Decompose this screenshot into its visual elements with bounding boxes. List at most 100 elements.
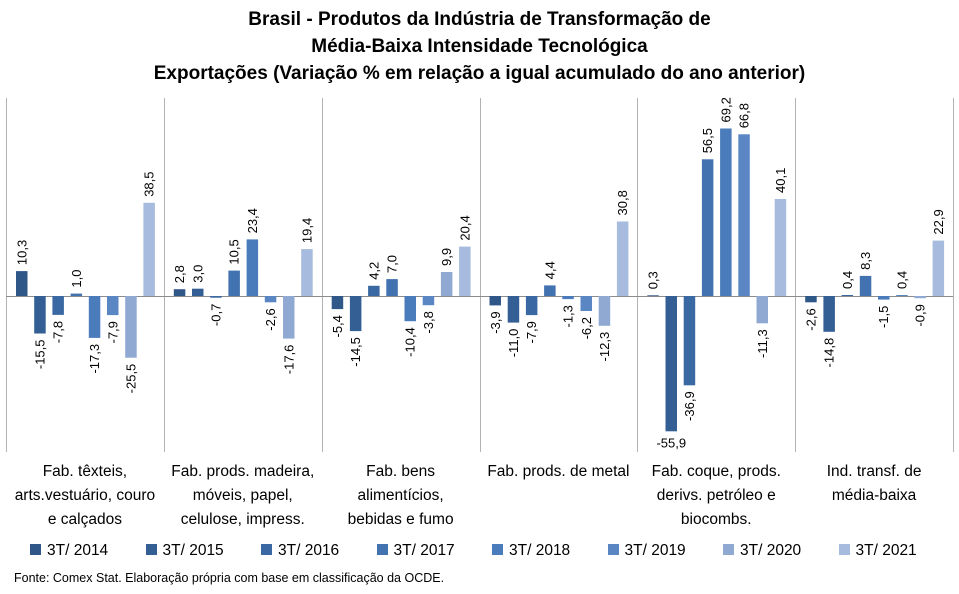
category-label-line: alimentícios, [357, 487, 444, 504]
legend-swatch [723, 544, 734, 556]
data-label: -1,3 [561, 305, 576, 327]
bar [738, 134, 750, 296]
legend-swatch [376, 544, 388, 556]
bar [386, 279, 398, 296]
data-label: 23,4 [245, 208, 260, 233]
legend-item: 3T/ 2019 [607, 542, 686, 560]
category-label: Fab. têxteis, arts.vestuário, couro e calç… [5, 460, 165, 532]
legend-label: 3T/ 2020 [740, 542, 802, 559]
data-label: 3,0 [190, 265, 205, 283]
bar [107, 296, 119, 316]
bar [823, 296, 835, 332]
category-label-line: média-baixa [831, 487, 917, 504]
bar [52, 296, 64, 315]
data-label: -17,3 [87, 344, 102, 374]
bar [283, 296, 295, 339]
data-label: -3,8 [421, 311, 436, 333]
data-label: 8,3 [858, 252, 873, 270]
category-label-line: móveis, papel, [192, 487, 293, 504]
data-label: -3,9 [488, 311, 503, 333]
bar [331, 296, 344, 310]
data-label: -14,5 [348, 337, 363, 367]
bar [774, 199, 787, 296]
bar [88, 296, 101, 338]
bar [507, 296, 520, 323]
legend-label: 3T/ 2016 [278, 542, 340, 559]
bar [440, 272, 453, 296]
bar [598, 296, 611, 326]
legend-label: 3T/ 2015 [162, 542, 224, 559]
legend-item: 3T/ 2016 [261, 542, 339, 560]
bar [301, 249, 313, 296]
category-label-line: Fab. têxteis, [42, 463, 128, 480]
bar [580, 296, 592, 311]
data-label: 0,4 [840, 271, 855, 289]
legend-item: 3T/ 2018 [492, 542, 570, 560]
data-label: -7,9 [524, 321, 539, 343]
legend-swatch [30, 544, 41, 556]
data-label: -25,5 [123, 364, 138, 394]
bar [701, 159, 714, 296]
legend-label: 3T/ 2017 [393, 542, 455, 559]
data-label: 1,0 [69, 270, 84, 288]
bar [125, 296, 137, 358]
legend-label: 3T/ 2018 [509, 542, 571, 559]
data-label: -0,7 [209, 304, 224, 326]
bar [264, 296, 277, 303]
data-label: 19,4 [300, 218, 315, 243]
data-label: 30,8 [615, 190, 630, 215]
category-label: Fab. bens alimentícios, bebidas e fumo [321, 460, 481, 532]
data-label: 38,5 [142, 171, 157, 196]
data-label: -10,4 [403, 327, 418, 357]
legend-item: 3T/ 2017 [376, 542, 455, 560]
category-label: Fab. prods. madeira, móveis, papel, celulo… [163, 460, 323, 532]
bar [896, 295, 908, 296]
category-label-line: celulose, impress. [180, 511, 305, 528]
bar [489, 296, 501, 306]
category-label: Fab. prods. de metal [478, 460, 638, 484]
data-label: -11,3 [755, 329, 770, 358]
category-label-line: Ind. transf. de [826, 463, 922, 480]
data-label: -36,9 [682, 391, 697, 421]
source-note: Fonte: Comex Stat. Elaboração própria co… [14, 571, 445, 585]
data-label: 40,1 [773, 168, 788, 193]
bar [173, 289, 186, 296]
data-label: 4,4 [542, 261, 557, 279]
data-label: -15,5 [33, 340, 48, 370]
bar [192, 288, 204, 296]
legend-item: 3T/ 2020 [723, 542, 801, 560]
bar [683, 296, 696, 386]
bar [404, 296, 416, 322]
data-label: -55,9 [656, 435, 686, 450]
data-label: -12,3 [597, 332, 612, 362]
legend-label: 3T/ 2014 [47, 542, 109, 559]
legend-swatch [261, 544, 272, 556]
bar [665, 296, 677, 432]
bar [562, 296, 574, 300]
bar [16, 271, 28, 296]
bar [525, 296, 538, 316]
bar [210, 296, 222, 298]
category-label-line: biocombs. [680, 511, 752, 528]
bar [368, 285, 380, 296]
bar [859, 275, 872, 296]
bar [932, 240, 945, 296]
category-label: Ind. transf. de média-baixa [794, 460, 954, 508]
data-label: 7,0 [385, 255, 400, 273]
category-label-line: bebidas e fumo [347, 511, 454, 528]
legend-swatch [145, 544, 157, 556]
category-label-line: e calçados [47, 511, 122, 528]
data-label: 22,9 [931, 209, 946, 234]
data-label: 10,5 [227, 239, 242, 264]
category-label-line: Fab. prods. de metal [487, 463, 630, 480]
category-label-line: Fab. prods. madeira, [171, 463, 315, 480]
category-label-line: Fab. coque, prods. [651, 463, 781, 480]
legend-swatch [838, 544, 850, 556]
bar [647, 295, 659, 297]
bar [70, 293, 83, 296]
data-label: 0,4 [894, 271, 909, 289]
bar [143, 202, 155, 296]
legend-label: 3T/ 2019 [624, 542, 686, 559]
bar [246, 239, 259, 296]
